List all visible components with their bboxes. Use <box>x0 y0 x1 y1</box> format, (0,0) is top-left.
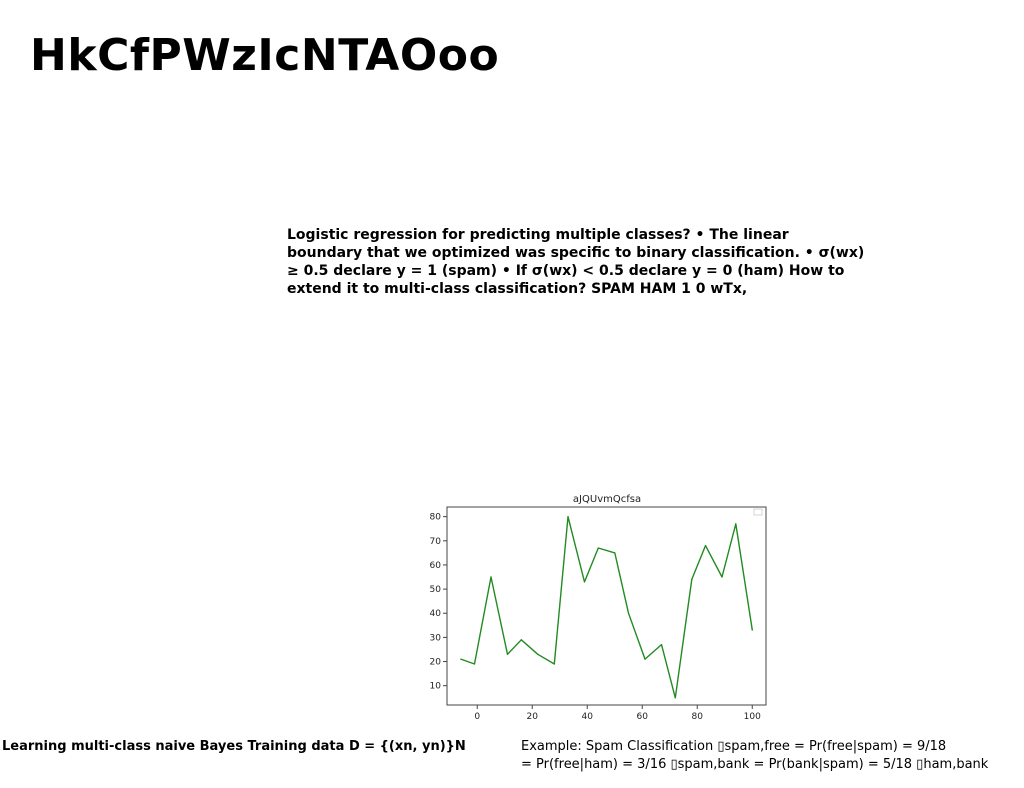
footer-left-text: Learning multi-class naive Bayes Trainin… <box>2 739 466 754</box>
slide-body-text: Logistic regression for predicting multi… <box>287 227 865 297</box>
chart-svg: aJQUvmQcfsa 0 20 40 60 80 100 10 20 30 40 50 60 70 80 <box>430 494 767 720</box>
data-point <box>520 639 522 641</box>
data-point <box>597 547 599 549</box>
data-point <box>506 653 509 655</box>
data-point <box>721 576 723 578</box>
x-tick-label: 20 <box>527 712 539 720</box>
legend-box <box>753 508 763 516</box>
slide-title: HkCfPWzIcNTAOoo <box>30 30 500 81</box>
data-point <box>460 658 462 660</box>
data-point <box>735 523 737 525</box>
footer-right-line-2: = Pr(free|ham) = 3/16 ▯spam,bank = Pr(ba… <box>521 757 989 772</box>
data-point <box>691 578 693 581</box>
data-point <box>473 663 476 665</box>
data-point <box>614 552 616 554</box>
x-tick-label: 60 <box>637 712 649 720</box>
x-tick-label: 80 <box>692 712 704 720</box>
data-point <box>583 581 586 583</box>
footer-right-line-1: Example: Spam Classification ▯spam,free … <box>521 739 947 754</box>
y-tick-label: 40 <box>430 609 442 619</box>
y-tick-label: 50 <box>430 585 442 595</box>
line-chart: aJQUvmQcfsa 0 20 40 60 80 100 10 20 30 40 50 60 70 80 <box>410 490 780 720</box>
x-tick-label: 0 <box>474 712 480 720</box>
data-point <box>644 658 646 660</box>
data-point <box>660 644 663 646</box>
series-line <box>460 516 753 699</box>
x-tick-label: 100 <box>744 712 761 720</box>
y-tick-label: 70 <box>430 537 442 547</box>
data-point <box>704 545 707 547</box>
chart-title: aJQUvmQcfsa <box>573 494 641 505</box>
footer-right-text: Example: Spam Classification ▯spam,free … <box>521 738 1021 774</box>
data-point <box>490 576 492 578</box>
plot-area <box>446 506 767 706</box>
y-tick-label: 80 <box>430 513 442 523</box>
y-tick-label: 20 <box>430 658 442 668</box>
data-point <box>567 516 569 518</box>
data-point <box>751 629 753 631</box>
data-point <box>537 653 539 655</box>
data-point <box>674 697 676 699</box>
data-point <box>627 612 630 614</box>
x-tick-label: 40 <box>582 712 594 720</box>
y-tick-label: 60 <box>430 561 442 571</box>
y-tick-label: 10 <box>430 682 442 692</box>
y-tick-label: 30 <box>430 633 442 643</box>
data-point <box>553 663 555 665</box>
